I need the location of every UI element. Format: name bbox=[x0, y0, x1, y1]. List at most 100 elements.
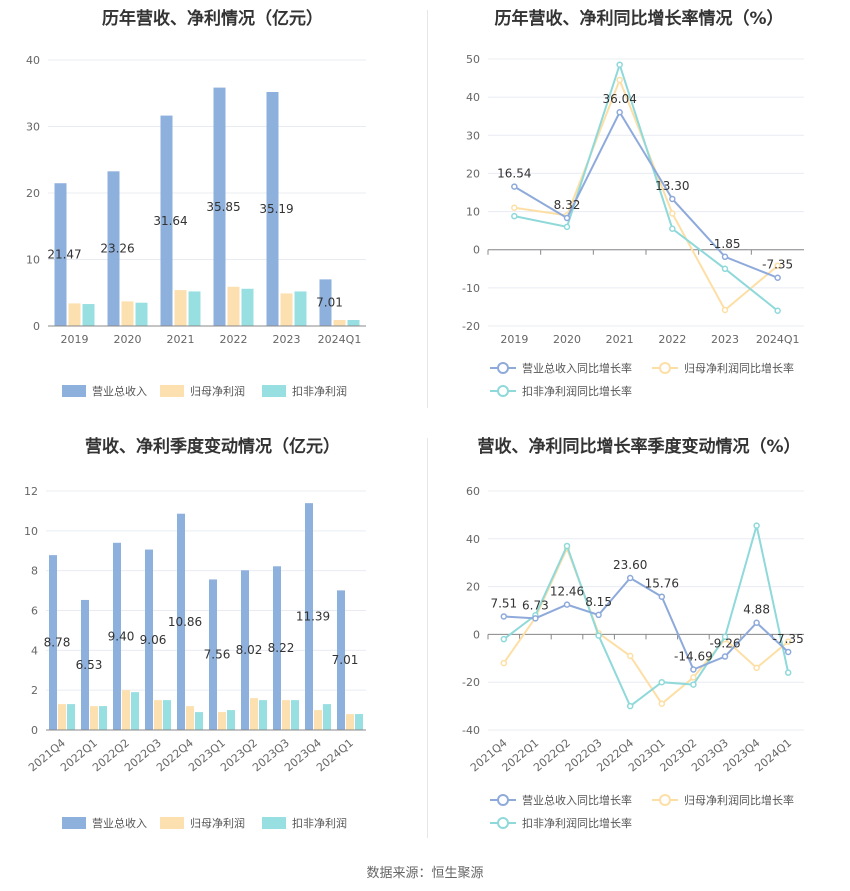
bar-1-2023Q1 bbox=[209, 579, 217, 730]
x-tick-label: 2021 bbox=[606, 333, 634, 346]
series-line-2 bbox=[514, 77, 779, 312]
data-label: 23.60 bbox=[613, 558, 647, 572]
point-2-2024Q1 bbox=[784, 638, 792, 645]
quarter-line-title: 营收、净利同比增长率季度变动情况（%） bbox=[477, 437, 801, 457]
bar-1-2022Q4 bbox=[177, 513, 185, 730]
data-label: -14.69 bbox=[674, 650, 713, 664]
y-tick-label: 50 bbox=[466, 53, 480, 66]
bar-3-2022 bbox=[241, 288, 254, 326]
bar-2-2023 bbox=[280, 293, 293, 326]
y-tick-label: 20 bbox=[26, 187, 40, 200]
data-label: 10.86 bbox=[168, 615, 202, 629]
legend-label-2: 归母净利润同比增长率 bbox=[684, 793, 794, 807]
y-tick-label: -20 bbox=[462, 320, 480, 333]
bar-1-2023Q4 bbox=[305, 503, 313, 730]
point-1-2023Q2 bbox=[690, 666, 697, 673]
point-2-2023Q4 bbox=[753, 664, 760, 672]
x-tick-label: 2021 bbox=[167, 333, 195, 346]
bar-2-2023Q1 bbox=[218, 712, 226, 730]
legend-marker-2 bbox=[659, 362, 671, 374]
bar-3-2023Q1 bbox=[227, 710, 235, 730]
legend-label-3: 扣非净利润 bbox=[292, 384, 347, 398]
point-1-2022Q3 bbox=[595, 611, 602, 619]
quarter-bar-panel: 营收、净利季度变动情况（亿元） 0 2 4 6 8 10 12 8.78 2021Q4 6.53 2… bbox=[0, 428, 425, 848]
bar-3-2021 bbox=[188, 291, 201, 326]
data-label: 8.15 bbox=[585, 595, 612, 609]
data-label: 9.40 bbox=[108, 629, 135, 643]
bar-1-2024Q1 bbox=[319, 279, 332, 326]
bar-2-2024Q1 bbox=[333, 320, 346, 326]
bar-3-2023Q4 bbox=[323, 704, 331, 730]
data-label: 31.64 bbox=[153, 214, 187, 228]
y-tick-label: 10 bbox=[26, 254, 40, 267]
bar-1-2023 bbox=[266, 91, 279, 326]
point-2-2024Q1 bbox=[774, 262, 781, 269]
data-label: 23.26 bbox=[100, 242, 134, 256]
data-label: 12.46 bbox=[550, 585, 584, 599]
bar-2-2021Q4 bbox=[58, 704, 66, 730]
x-tick-label: 2020 bbox=[114, 333, 142, 346]
quarter-bar-title: 营收、净利季度变动情况（亿元） bbox=[85, 437, 340, 457]
y-tick-label: 40 bbox=[26, 54, 40, 67]
bar-1-2021 bbox=[160, 115, 173, 327]
bar-3-2022Q2 bbox=[131, 692, 139, 730]
y-tick-label: 30 bbox=[466, 129, 480, 142]
legend-swatch-3 bbox=[262, 817, 286, 829]
bar-2-2024Q1 bbox=[346, 714, 354, 730]
point-1-2022Q2 bbox=[563, 601, 571, 608]
legend-label-1: 营业总收入 bbox=[92, 384, 147, 398]
point-1-2022Q1 bbox=[532, 615, 539, 622]
bar-3-2022Q4 bbox=[195, 712, 203, 730]
legend-label-1: 营业总收入同比增长率 bbox=[522, 793, 632, 807]
data-label: 8.32 bbox=[554, 198, 581, 212]
data-label: 8.78 bbox=[44, 636, 71, 650]
data-label: 36.04 bbox=[602, 92, 636, 106]
data-label: 6.53 bbox=[76, 658, 103, 672]
annual-bar-panel: 历年营收、净利情况（亿元） 0 10 20 30 40 21.47 2019 23.26 202… bbox=[0, 0, 425, 410]
point-1-2023Q3 bbox=[721, 653, 729, 660]
bar-1-2022 bbox=[213, 87, 226, 326]
point-2-2021Q4 bbox=[500, 659, 508, 667]
point-3-2021 bbox=[616, 61, 623, 68]
point-2-2023Q2 bbox=[690, 674, 697, 681]
series-line-1 bbox=[513, 110, 779, 279]
bar-1-2022Q1 bbox=[81, 599, 89, 730]
data-label: 21.47 bbox=[47, 248, 81, 262]
bar-1-2023Q2 bbox=[241, 570, 249, 730]
bar-2-2022Q4 bbox=[186, 706, 194, 730]
y-tick-label: 20 bbox=[466, 167, 480, 180]
legend-marker-2 bbox=[659, 794, 671, 806]
legend-marker-1 bbox=[497, 362, 509, 374]
point-3-2024Q1 bbox=[774, 307, 781, 314]
bar-2-2020 bbox=[121, 301, 134, 326]
bar-3-2021Q4 bbox=[67, 704, 75, 730]
legend-marker-1 bbox=[497, 794, 509, 806]
x-tick-label: 2020 bbox=[553, 333, 581, 346]
data-label: 8.02 bbox=[236, 643, 263, 657]
y-tick-label: 0 bbox=[33, 320, 40, 333]
bar-3-2022Q1 bbox=[99, 706, 107, 730]
bar-2-2022Q3 bbox=[154, 700, 162, 730]
data-label: 7.01 bbox=[316, 296, 343, 310]
point-3-2020 bbox=[563, 223, 571, 231]
point-1-2024Q1 bbox=[784, 648, 792, 656]
y-tick-label: -40 bbox=[462, 724, 480, 737]
annual-line-chart: -20 -10 0 10 20 30 40 50 2019 2020 2021 2022 2023 202… bbox=[462, 53, 804, 398]
point-3-2023Q3 bbox=[721, 633, 729, 641]
point-1-2023Q1 bbox=[658, 593, 666, 600]
bar-2-2021 bbox=[174, 290, 187, 326]
legend-label-1: 营业总收入 bbox=[92, 816, 147, 830]
point-3-2023Q1 bbox=[658, 678, 666, 686]
y-tick-label: 4 bbox=[31, 644, 38, 657]
y-tick-label: 40 bbox=[466, 91, 480, 104]
source-footer: 数据来源：恒生聚源 bbox=[366, 866, 484, 881]
point-3-2023 bbox=[721, 265, 729, 273]
bar-1-2022Q3 bbox=[145, 549, 153, 730]
bar-2-2023Q4 bbox=[314, 710, 322, 730]
bar-1-2019 bbox=[54, 183, 67, 326]
x-tick-label: 2023 bbox=[273, 333, 301, 346]
annual-bar-chart: 0 10 20 30 40 21.47 2019 23.26 2020 31.64 2021 35.8… bbox=[26, 54, 366, 398]
point-2-2023Q1 bbox=[658, 700, 666, 707]
point-1-2019 bbox=[511, 183, 518, 190]
bar-3-2023Q2 bbox=[259, 700, 267, 730]
